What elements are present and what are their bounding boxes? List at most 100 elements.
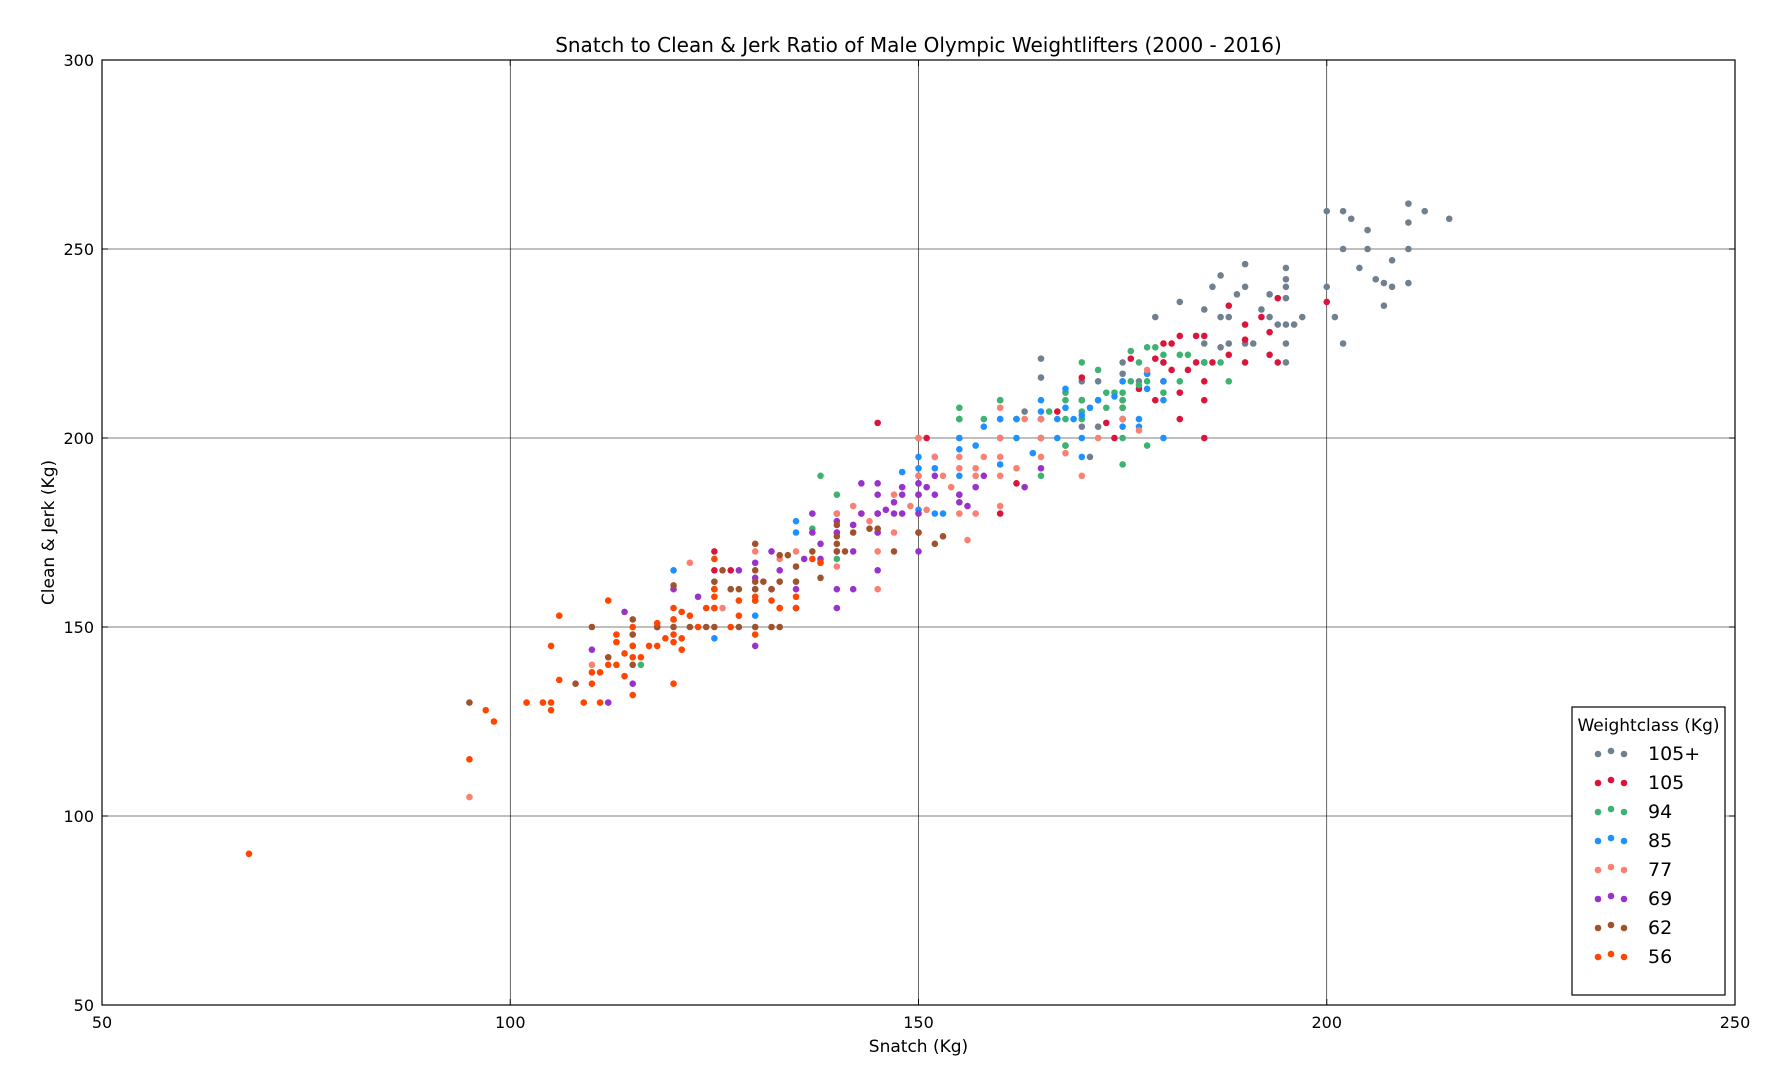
data-point — [686, 559, 694, 567]
legend-entry: 69 — [1594, 888, 1672, 910]
data-point — [719, 604, 726, 612]
data-point — [849, 521, 857, 529]
legend-marker — [1607, 921, 1615, 929]
data-points — [245, 200, 1453, 858]
data-point — [833, 604, 841, 612]
legend-marker — [1620, 895, 1628, 903]
data-point — [1217, 313, 1224, 321]
data-point — [1331, 313, 1339, 321]
legend-entry: 105+ — [1594, 743, 1700, 765]
data-point — [1119, 370, 1126, 378]
data-point — [956, 404, 963, 412]
data-point — [833, 491, 841, 499]
data-point — [1209, 283, 1216, 291]
data-point — [751, 578, 759, 585]
data-point — [1258, 306, 1265, 313]
data-point — [1013, 434, 1020, 442]
data-point — [1037, 355, 1045, 362]
data-point — [939, 472, 947, 480]
data-point — [1086, 404, 1094, 412]
data-point — [1200, 396, 1208, 404]
data-point — [1356, 264, 1363, 272]
data-point — [792, 548, 800, 555]
data-point — [1282, 283, 1290, 291]
data-point — [678, 646, 686, 653]
data-point — [588, 669, 596, 676]
data-point — [915, 491, 922, 499]
data-point — [1405, 279, 1412, 287]
data-point — [1405, 200, 1412, 207]
data-point — [898, 510, 906, 517]
data-point — [1135, 427, 1143, 434]
legend-entries: 105+ 105 94 85 77 69 62 56 — [1594, 743, 1700, 968]
data-point — [1225, 313, 1233, 321]
data-point — [964, 536, 971, 544]
data-point — [1094, 366, 1102, 374]
data-point — [1339, 245, 1347, 253]
data-point — [833, 563, 841, 570]
data-point — [1143, 378, 1151, 385]
data-point — [1225, 378, 1233, 385]
data-point — [1176, 298, 1184, 306]
data-point — [1266, 351, 1273, 359]
data-point — [694, 593, 702, 601]
legend-marker — [1607, 892, 1615, 900]
data-point — [956, 464, 963, 472]
legend-label: 105+ — [1648, 743, 1700, 765]
data-point — [670, 631, 677, 638]
data-point — [809, 510, 816, 517]
data-point — [735, 612, 743, 619]
x-tick-label: 100 — [495, 1013, 526, 1032]
data-point — [1037, 434, 1045, 442]
data-point — [596, 699, 604, 706]
data-point — [956, 453, 963, 461]
data-point — [702, 604, 710, 612]
legend-marker — [1607, 776, 1615, 784]
data-point — [784, 551, 792, 559]
legend-marker — [1594, 750, 1602, 758]
data-point — [1241, 359, 1249, 366]
data-point — [915, 529, 922, 536]
data-point — [670, 616, 677, 623]
data-point — [931, 491, 939, 499]
data-point — [1209, 359, 1216, 366]
data-point — [1119, 461, 1126, 468]
data-point — [1062, 415, 1069, 423]
data-point — [1119, 378, 1126, 385]
data-point — [792, 578, 800, 585]
data-point — [1127, 347, 1135, 355]
data-point — [1192, 359, 1200, 366]
data-point — [1160, 359, 1167, 366]
data-point — [972, 442, 979, 449]
data-point — [1078, 423, 1086, 430]
data-point — [1127, 378, 1135, 385]
legend-marker — [1620, 808, 1628, 816]
data-point — [1078, 396, 1086, 404]
data-point — [662, 635, 669, 642]
data-point — [1143, 343, 1151, 351]
data-point — [956, 472, 963, 480]
data-point — [588, 623, 596, 631]
legend-marker — [1594, 779, 1602, 787]
legend-marker — [1620, 953, 1628, 961]
data-point — [1282, 294, 1290, 302]
data-point — [1151, 396, 1159, 404]
legend-marker — [1620, 837, 1628, 845]
x-tick-label: 200 — [1311, 1013, 1342, 1032]
data-point — [1241, 260, 1249, 268]
data-point — [1184, 366, 1192, 374]
data-point — [572, 680, 579, 687]
data-point — [956, 510, 963, 517]
data-point — [727, 623, 735, 631]
data-point — [1225, 340, 1233, 347]
data-point — [1013, 480, 1020, 487]
data-point — [1143, 442, 1151, 449]
legend-marker — [1594, 837, 1602, 845]
data-point — [1282, 340, 1290, 347]
legend-label: 85 — [1648, 830, 1672, 852]
data-point — [849, 585, 857, 593]
data-point — [621, 672, 628, 680]
data-point — [1380, 279, 1388, 287]
data-point — [931, 453, 939, 461]
